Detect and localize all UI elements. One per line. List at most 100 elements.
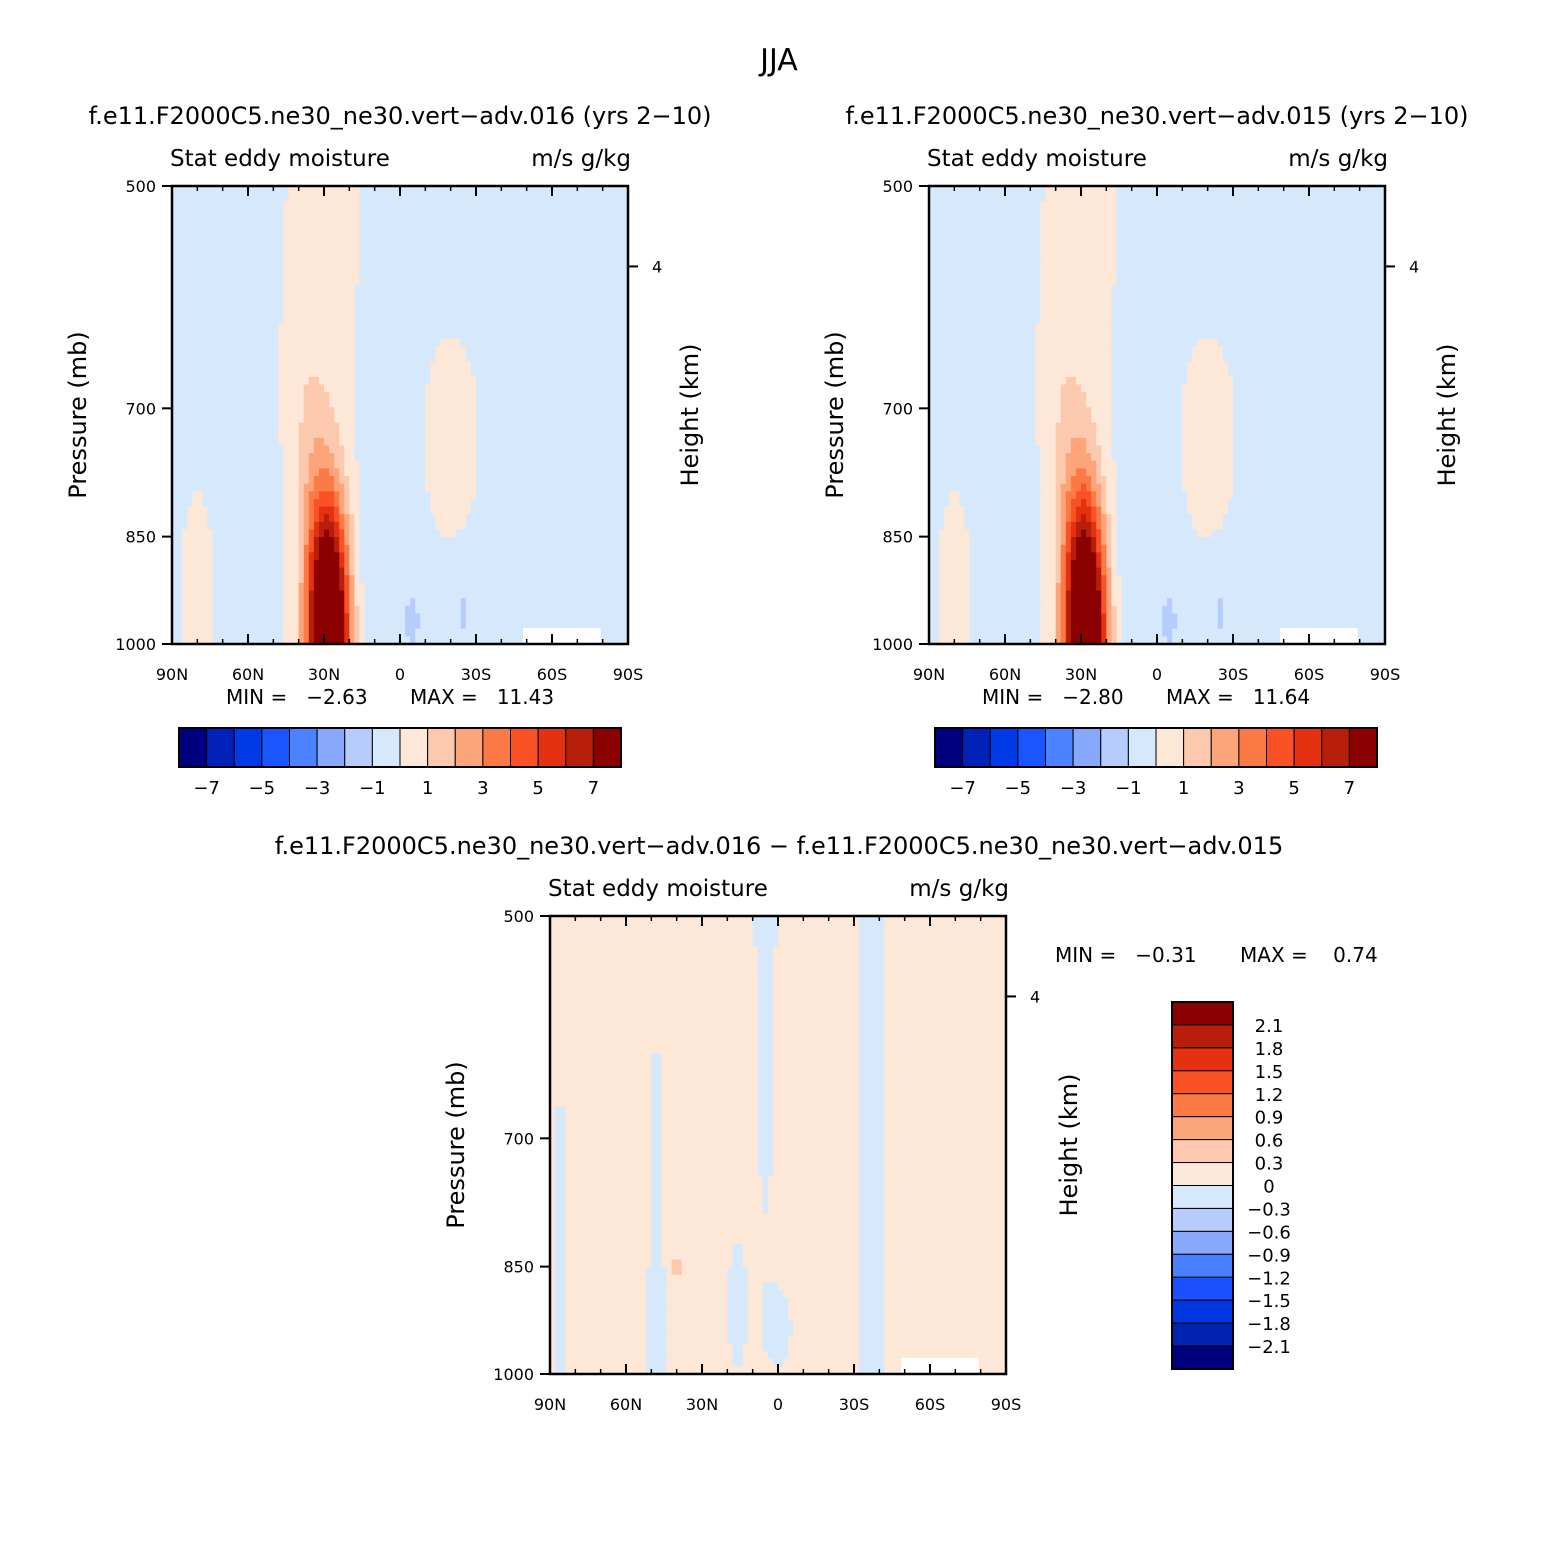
heatmap-cell (400, 216, 406, 225)
heatmap-cell (192, 506, 198, 515)
heatmap-cell (496, 544, 502, 553)
heatmap-cell (486, 506, 492, 515)
heatmap-cell (577, 498, 583, 508)
heatmap-cell (567, 537, 573, 546)
heatmap-cell (374, 582, 381, 592)
heatmap-cell (308, 529, 315, 538)
heatmap-cell (516, 453, 523, 462)
heatmap-cell (597, 598, 604, 607)
heatmap-cell (400, 498, 406, 508)
heatmap-cell (217, 415, 224, 424)
heatmap-cell (470, 483, 477, 492)
heatmap-cell (187, 544, 193, 553)
heatmap-cell (612, 491, 619, 500)
heatmap-cell (607, 468, 614, 477)
heatmap-cell (460, 300, 467, 309)
heatmap-cell (516, 346, 523, 355)
heatmap-cell (400, 407, 406, 416)
heatmap-cell (531, 376, 538, 386)
heatmap-cell (384, 506, 391, 515)
heatmap-cell (389, 605, 396, 615)
heatmap-cell (278, 598, 285, 607)
heatmap-cell (389, 552, 396, 561)
heatmap-cell (496, 437, 502, 447)
heatmap-cell (242, 506, 249, 515)
heatmap-cell (222, 430, 229, 439)
heatmap-cell (425, 247, 431, 256)
heatmap-cell (546, 598, 553, 607)
heatmap-cell (384, 476, 391, 485)
heatmap-cell (253, 208, 259, 218)
heatmap-cell (394, 415, 401, 424)
heatmap-cell (450, 445, 457, 454)
heatmap-cell (273, 453, 279, 462)
heatmap-cell (253, 239, 259, 248)
heatmap-cell (531, 224, 538, 233)
heatmap-cell (450, 285, 457, 294)
heatmap-cell (298, 308, 305, 317)
heatmap-cell (364, 415, 371, 424)
heatmap-cell (541, 361, 548, 370)
heatmap-cell (531, 460, 538, 470)
heatmap-cell (329, 353, 335, 363)
heatmap-cell (481, 277, 487, 286)
heatmap-cell (268, 453, 274, 462)
heatmap-cell (329, 430, 335, 439)
heatmap-cell (607, 353, 614, 363)
heatmap-cell (182, 544, 188, 553)
heatmap-cell (202, 407, 209, 416)
heatmap-cell (612, 590, 619, 599)
heatmap-cell (354, 323, 361, 332)
heatmap-cell (567, 582, 573, 592)
heatmap-cell (298, 392, 305, 401)
heatmap-cell (324, 247, 330, 256)
heatmap-cell (334, 483, 340, 492)
heatmap-cell (536, 186, 543, 195)
heatmap-cell (197, 292, 203, 302)
heatmap-cell (187, 369, 193, 378)
heatmap-cell (481, 208, 487, 218)
heatmap-cell (572, 285, 578, 294)
heatmap-cell (572, 247, 578, 256)
heatmap-cell (420, 437, 426, 447)
heatmap-cell (394, 369, 401, 378)
heatmap-cell (364, 315, 371, 324)
heatmap-cell (622, 453, 629, 462)
heatmap-cell (258, 437, 264, 447)
heatmap-cell (425, 384, 431, 393)
heatmap-cell (460, 552, 467, 561)
heatmap-cell (541, 468, 548, 477)
heatmap-cell (450, 399, 457, 408)
heatmap-cell (481, 521, 487, 531)
heatmap-cell (592, 292, 599, 302)
heatmap-cell (415, 544, 421, 553)
heatmap-cell (486, 361, 492, 370)
heatmap-cell (293, 506, 300, 515)
heatmap-cell (212, 338, 219, 347)
heatmap-cell (339, 224, 345, 233)
heatmap-cell (425, 437, 431, 447)
heatmap-cell (374, 552, 381, 561)
heatmap-cell (227, 216, 234, 225)
heatmap-cell (227, 346, 234, 355)
heatmap-cell (217, 598, 224, 607)
heatmap-cell (516, 506, 523, 515)
heatmap-cell (288, 537, 295, 546)
heatmap-cell (202, 483, 209, 492)
heatmap-cell (612, 422, 619, 431)
heatmap-cell (506, 208, 513, 218)
heatmap-cell (455, 193, 462, 202)
heatmap-cell (182, 224, 188, 233)
heatmap-cell (177, 506, 183, 515)
heatmap-cell (622, 254, 629, 263)
heatmap-cell (470, 193, 477, 202)
heatmap-cell (465, 598, 472, 607)
heatmap-cell (192, 216, 198, 225)
heatmap-cell (612, 384, 619, 393)
heatmap-cell (617, 491, 624, 500)
heatmap-cell (567, 346, 573, 355)
heatmap-cell (617, 392, 624, 401)
heatmap-cell (420, 537, 426, 546)
heatmap-cell (318, 315, 325, 324)
heatmap-cell (359, 186, 366, 195)
